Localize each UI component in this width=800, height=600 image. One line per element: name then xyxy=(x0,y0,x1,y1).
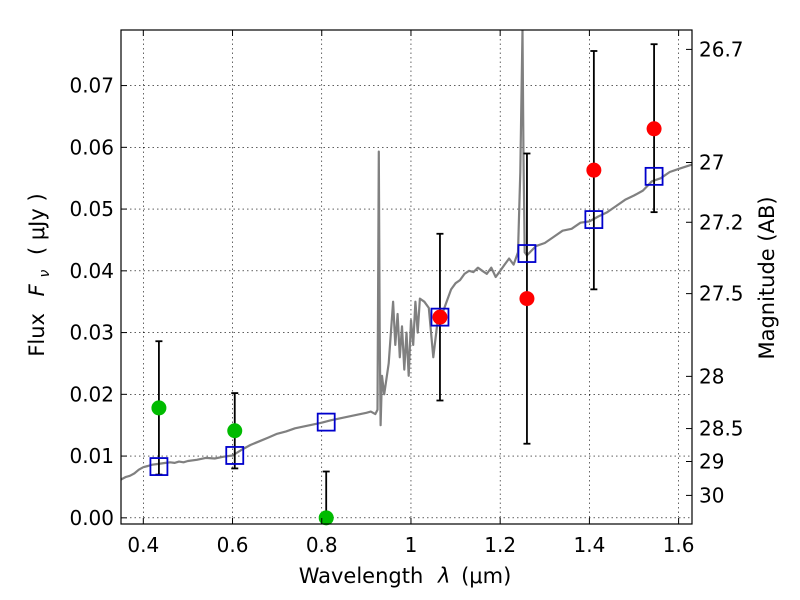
model-photometry-square xyxy=(430,307,450,327)
observed-detection-point xyxy=(519,291,535,307)
x-tick-label: 1.6 xyxy=(663,533,695,557)
y2-tick-label: 30 xyxy=(699,483,724,507)
low-sn-point xyxy=(151,400,167,416)
observed-detection-point xyxy=(646,121,662,137)
x-tick-label: 0.4 xyxy=(127,533,159,557)
x-tick-label: 0.8 xyxy=(306,533,338,557)
model-photometry-square xyxy=(584,210,604,229)
grid-lines xyxy=(121,30,692,524)
x-tick-label: 1.4 xyxy=(573,533,605,557)
sed-curve-layer xyxy=(121,30,692,481)
y2-tick-label: 26.7 xyxy=(699,37,744,61)
observed-detection-point xyxy=(432,309,448,325)
y2-tick-label: 28.5 xyxy=(699,417,744,441)
y2-tick-label: 29 xyxy=(699,450,724,474)
y2-tick-label: 27 xyxy=(699,150,724,174)
model-photometry-square xyxy=(316,412,336,432)
low-sn-point xyxy=(227,423,243,439)
x-tick-label: 1 xyxy=(405,533,418,557)
plot-frame xyxy=(120,29,693,525)
x-tick-label: 1.2 xyxy=(484,533,516,557)
observed-detection-point xyxy=(586,162,602,178)
y-tick-label: 0.02 xyxy=(69,382,114,406)
y-tick-label: 0.05 xyxy=(69,197,114,221)
y2-tick-label: 27.2 xyxy=(699,210,744,234)
model-photometry-square xyxy=(517,244,537,263)
y-tick-label: 0.04 xyxy=(69,259,114,283)
axis-ticks: 0.4 0.6 0.8 1 1.2 1.4 1.6 0.00 0.01 0.02 0.03 0.04 0… xyxy=(69,30,744,557)
y-tick-label: 0.00 xyxy=(69,506,114,530)
y-tick-label: 0.07 xyxy=(69,74,114,98)
x-tick-label: 0.6 xyxy=(217,533,249,557)
y-axis-title: Flux F ν ( μJy ) xyxy=(25,193,54,356)
y2-axis-title: Magnitude (AB) xyxy=(755,196,779,359)
model-photometry-square xyxy=(149,457,169,476)
y2-tick-label: 27.5 xyxy=(699,282,744,306)
model-photometry-square xyxy=(225,446,245,465)
y-tick-label: 0.06 xyxy=(69,135,114,159)
low-sn-point xyxy=(318,510,334,526)
y2-tick-label: 28 xyxy=(699,364,724,388)
model-photometry-square xyxy=(644,166,664,186)
y-tick-label: 0.01 xyxy=(69,444,114,468)
sed-model-curve xyxy=(121,30,692,481)
y-tick-label: 0.03 xyxy=(69,321,114,345)
x-axis-title: Wavelength λ (μm) xyxy=(299,564,512,588)
data-points xyxy=(149,121,664,526)
